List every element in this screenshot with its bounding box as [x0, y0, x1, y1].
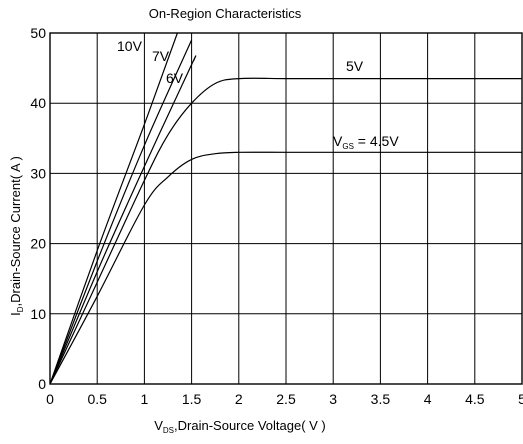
series-label: VGS = 4.5V: [333, 133, 399, 151]
chart-title: On-Region Characteristics: [149, 6, 302, 21]
x-tick-label: 5: [518, 391, 523, 407]
series-label: 7V: [152, 48, 170, 64]
x-tick-label: 1.5: [182, 391, 202, 407]
x-tick-label: 3.5: [371, 391, 391, 407]
x-tick-label: 2.5: [276, 391, 296, 407]
x-axis-label: VDS,Drain-Source Voltage( V ): [154, 418, 326, 435]
y-tick-label: 0: [38, 376, 46, 392]
series-label: 5V: [346, 58, 364, 74]
series-label: 10V: [117, 38, 143, 54]
y-tick-label: 10: [30, 306, 46, 322]
grid-layer: [50, 33, 522, 384]
label-layer: 10V 7V 6V 5V VGS = 4.5V: [117, 38, 399, 151]
series-curve: [49, 151, 522, 385]
x-tick-label: 0: [46, 391, 54, 407]
series-curve: [49, 55, 197, 385]
series-layer: [49, 32, 522, 385]
series-label: 6V: [166, 70, 184, 86]
y-tick-label: 30: [30, 165, 46, 181]
plot-frame: [49, 32, 523, 385]
y-tick-label: 50: [30, 25, 46, 41]
y-tick-label: 40: [30, 95, 46, 111]
x-tick-label: 2: [235, 391, 243, 407]
y-tick-label: 20: [30, 236, 46, 252]
x-tick-label: 0.5: [87, 391, 107, 407]
x-tick-label: 3: [329, 391, 337, 407]
series-curve: [49, 77, 522, 385]
y-axis-label: ID,Drain-Source Current( A ): [8, 156, 25, 316]
x-tick-label: 4: [424, 391, 432, 407]
series-curve: [49, 39, 193, 385]
series-curve: [49, 32, 178, 385]
x-tick-label: 1: [141, 391, 149, 407]
x-tick-label: 4.5: [465, 391, 485, 407]
